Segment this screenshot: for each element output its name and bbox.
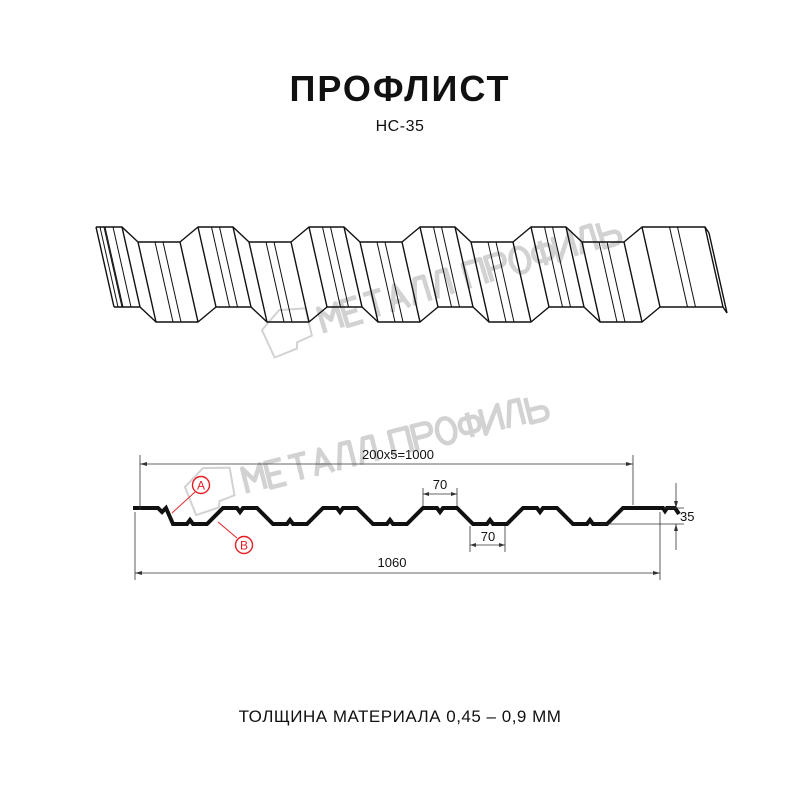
watermark-letter — [523, 397, 550, 425]
sheet-fold-line — [704, 226, 724, 308]
watermark-logo-bottom — [183, 397, 550, 517]
sheet-rib-line — [376, 241, 396, 323]
sheet-rib-line — [669, 226, 688, 308]
watermark-letter — [579, 223, 600, 255]
sheet-fold-line — [121, 226, 141, 308]
watermark-letter — [477, 402, 506, 437]
sheet-rib-line — [495, 241, 515, 323]
dimension-lines — [134, 455, 684, 580]
sheet-rib-line — [219, 226, 238, 308]
sheet-rib-line — [330, 226, 349, 308]
sheet-fold-line — [290, 241, 310, 323]
sheet-fold-line — [708, 232, 728, 314]
sheet-fold-line — [179, 241, 199, 323]
sheet-rib-line — [322, 226, 341, 308]
watermark-letter — [508, 245, 532, 275]
marker-b-label: B — [240, 539, 248, 553]
watermark-letter — [359, 434, 380, 465]
sheet-rib-line — [677, 226, 696, 308]
sheet-fold-line — [343, 226, 363, 308]
sheet-rib-line — [162, 241, 182, 323]
sheet-fold-line — [470, 241, 490, 323]
sheet-fold-line — [359, 241, 379, 323]
dim-height-label: 35 — [680, 509, 694, 524]
dim-bottom-flat-label: 70 — [481, 529, 495, 544]
marker-b: B — [217, 521, 254, 555]
sheet-fold-line — [530, 226, 550, 308]
sheet-rib-line — [552, 226, 571, 308]
sheet-rib-line — [154, 241, 174, 323]
watermark-letter — [315, 301, 345, 334]
profile-section-line — [133, 504, 681, 526]
dim-useful-width-label: 200x5=1000 — [362, 447, 434, 462]
marker-a-label: A — [197, 479, 205, 493]
watermark-letter — [287, 450, 306, 481]
sheet-fold-line — [401, 241, 421, 323]
sheet-fold-line — [197, 226, 217, 308]
sheet-rib-line — [104, 226, 124, 308]
sheet-rib-line — [265, 241, 285, 323]
sheet-rib-line — [211, 226, 230, 308]
watermark-letter — [457, 412, 482, 438]
sheet-rib-line — [273, 241, 293, 323]
watermark-letter — [530, 240, 556, 266]
sheet-rib-line — [112, 226, 132, 308]
dim-total-width-label: 1060 — [378, 555, 407, 570]
isometric-sheet-view — [95, 226, 728, 323]
watermark-letter — [262, 456, 288, 490]
material-thickness-note: ТОЛЩИНА МАТЕРИАЛА 0,45 – 0,9 ММ — [238, 707, 562, 726]
watermark-letter — [594, 222, 623, 250]
sheet-rib-line — [606, 241, 626, 323]
watermark-letter — [506, 397, 527, 429]
marker-a: A — [171, 475, 211, 514]
watermark-letter — [240, 461, 268, 494]
sheet-rib-line — [598, 241, 618, 323]
watermark-letter — [409, 421, 434, 452]
watermark-letter — [362, 287, 382, 318]
sheet-rib-line — [99, 226, 119, 308]
watermark-letter — [314, 447, 336, 477]
watermark-letter — [412, 274, 433, 306]
watermark-logo-top — [260, 222, 623, 359]
sheet-fold-line — [641, 226, 661, 308]
sheet-fold-line — [232, 226, 252, 308]
sheet-rib-line — [103, 226, 123, 308]
sheet-fold-line — [581, 241, 601, 323]
sheet-rib-line — [487, 241, 507, 323]
sheet-rib-line — [433, 226, 452, 308]
sheet-fold-line — [137, 241, 157, 323]
sheet-fold-line — [565, 226, 585, 308]
sheet-fold-line — [419, 226, 439, 308]
sheet-fold-line — [308, 226, 328, 308]
sheet-bottom-edge — [114, 306, 728, 323]
sheet-rib-line — [384, 241, 404, 323]
model-name: НС-35 — [375, 118, 425, 135]
watermark-letter — [434, 416, 458, 446]
sheet-rib-line — [544, 226, 563, 308]
watermark-letter — [386, 425, 415, 458]
sheet-fold-line — [454, 226, 474, 308]
watermark-letter — [550, 229, 580, 264]
watermark-letter — [460, 256, 490, 290]
sheet-fold-line — [512, 241, 532, 323]
dimension-arrows — [135, 462, 678, 575]
sheet-rib-line — [441, 226, 460, 308]
sheet-fold-line — [623, 241, 643, 323]
dim-top-flat-label: 70 — [433, 477, 447, 492]
sheet-fold-line — [248, 241, 268, 323]
watermark-letter — [336, 439, 358, 471]
watermark-letter — [338, 294, 365, 329]
watermark-letter — [482, 251, 507, 283]
sheet-fold-line — [95, 226, 115, 308]
page-title: ПРОФЛИСТ — [289, 68, 511, 109]
profile-cross-section — [133, 504, 681, 526]
watermark-letter — [434, 267, 456, 299]
